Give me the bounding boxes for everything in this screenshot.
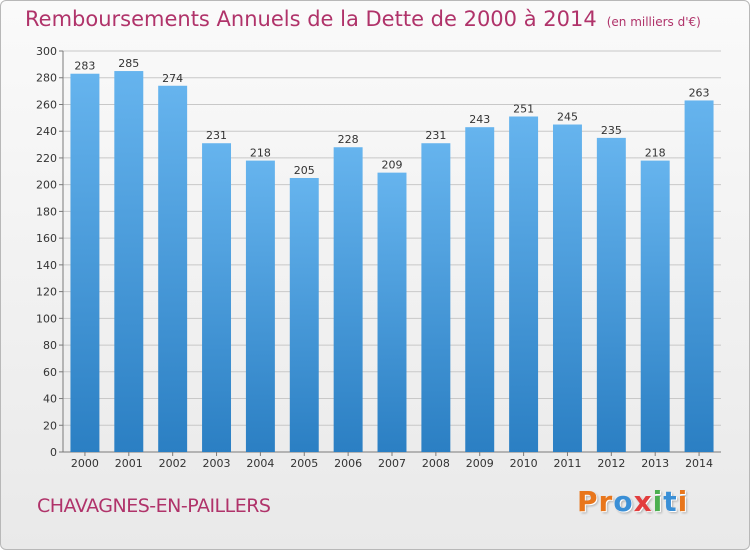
y-tick-label: 180 (36, 205, 57, 218)
bar-2011 (552, 124, 582, 453)
y-tick-label: 140 (36, 259, 57, 272)
x-tick-label: 2004 (246, 457, 274, 470)
x-tick-label: 2008 (422, 457, 450, 470)
x-tick-label: 2011 (553, 457, 581, 470)
y-tick-label: 40 (43, 393, 57, 406)
data-label: 228 (338, 133, 359, 146)
bar-2001 (114, 71, 144, 453)
municipality-name: CHAVAGNES-EN-PAILLERS (37, 495, 271, 517)
data-label: 263 (689, 86, 710, 99)
bar-2000 (70, 73, 100, 453)
data-label: 205 (294, 164, 315, 177)
logo-letter: i (652, 485, 664, 518)
y-tick-label: 200 (36, 179, 57, 192)
x-tick-label: 2012 (597, 457, 625, 470)
y-tick-label: 80 (43, 339, 57, 352)
data-label: 218 (645, 147, 666, 160)
bar-2010 (509, 116, 539, 452)
bar-2013 (640, 160, 670, 452)
bar-2006 (333, 147, 363, 453)
x-tick-label: 2001 (115, 457, 143, 470)
y-tick-label: 160 (36, 232, 57, 245)
y-tick-label: 120 (36, 286, 57, 299)
proxiti-logo: Proxiti (577, 485, 688, 518)
chart-title-block: Remboursements Annuels de la Dette de 20… (25, 7, 701, 31)
bar-2012 (596, 137, 626, 452)
y-tick-label: 100 (36, 312, 57, 325)
bar-2007 (377, 172, 407, 453)
logo-letter: i (677, 485, 689, 518)
x-tick-label: 2005 (290, 457, 318, 470)
x-tick-label: 2014 (685, 457, 713, 470)
y-tick-label: 280 (36, 72, 57, 85)
chart-title: Remboursements Annuels de la Dette de 20… (25, 7, 597, 31)
y-tick-label: 60 (43, 366, 57, 379)
bar-2005 (289, 177, 319, 452)
data-label: 283 (74, 60, 95, 73)
y-tick-label: 260 (36, 98, 57, 111)
logo-letter: o (613, 485, 634, 518)
bar-2008 (421, 143, 451, 453)
bar-2009 (465, 127, 495, 452)
data-label: 285 (118, 57, 139, 70)
bar-2003 (202, 143, 232, 453)
x-tick-label: 2013 (641, 457, 669, 470)
x-tick-label: 2000 (71, 457, 99, 470)
y-tick-label: 300 (36, 45, 57, 58)
tick-labels: 0 20 40 60 80 100 120 140 160 180 200 220 240 260 280 3… (36, 45, 713, 470)
data-label: 245 (557, 111, 578, 124)
bar-2002 (158, 85, 188, 453)
data-label: 218 (250, 147, 271, 160)
chart-unit: (en milliers d'€) (606, 15, 701, 29)
x-tick-label: 2009 (466, 457, 494, 470)
x-tick-label: 2010 (510, 457, 538, 470)
bar-2014 (684, 100, 714, 452)
y-tick-label: 20 (43, 419, 57, 432)
data-label: 231 (206, 129, 227, 142)
bar-2004 (245, 160, 275, 452)
y-tick-label: 220 (36, 152, 57, 165)
data-label: 231 (425, 129, 446, 142)
data-label: 243 (469, 113, 490, 126)
logo-letter: P (577, 485, 599, 518)
data-label: 235 (601, 124, 622, 137)
logo-letter: r (598, 485, 614, 518)
x-tick-label: 2002 (159, 457, 187, 470)
data-label: 274 (162, 72, 183, 85)
data-labels: 283 285 274 231 218 205 228 209 231 243 251 245 235 2… (74, 57, 709, 177)
y-tick-label: 0 (50, 446, 57, 459)
y-tick-label: 240 (36, 125, 57, 138)
x-tick-label: 2007 (378, 457, 406, 470)
logo-letter: x (633, 485, 653, 518)
data-label: 251 (513, 102, 534, 115)
bars (70, 71, 714, 453)
x-tick-label: 2003 (203, 457, 231, 470)
x-tick-label: 2006 (334, 457, 362, 470)
data-label: 209 (382, 159, 403, 172)
logo-letter: t (663, 485, 678, 518)
